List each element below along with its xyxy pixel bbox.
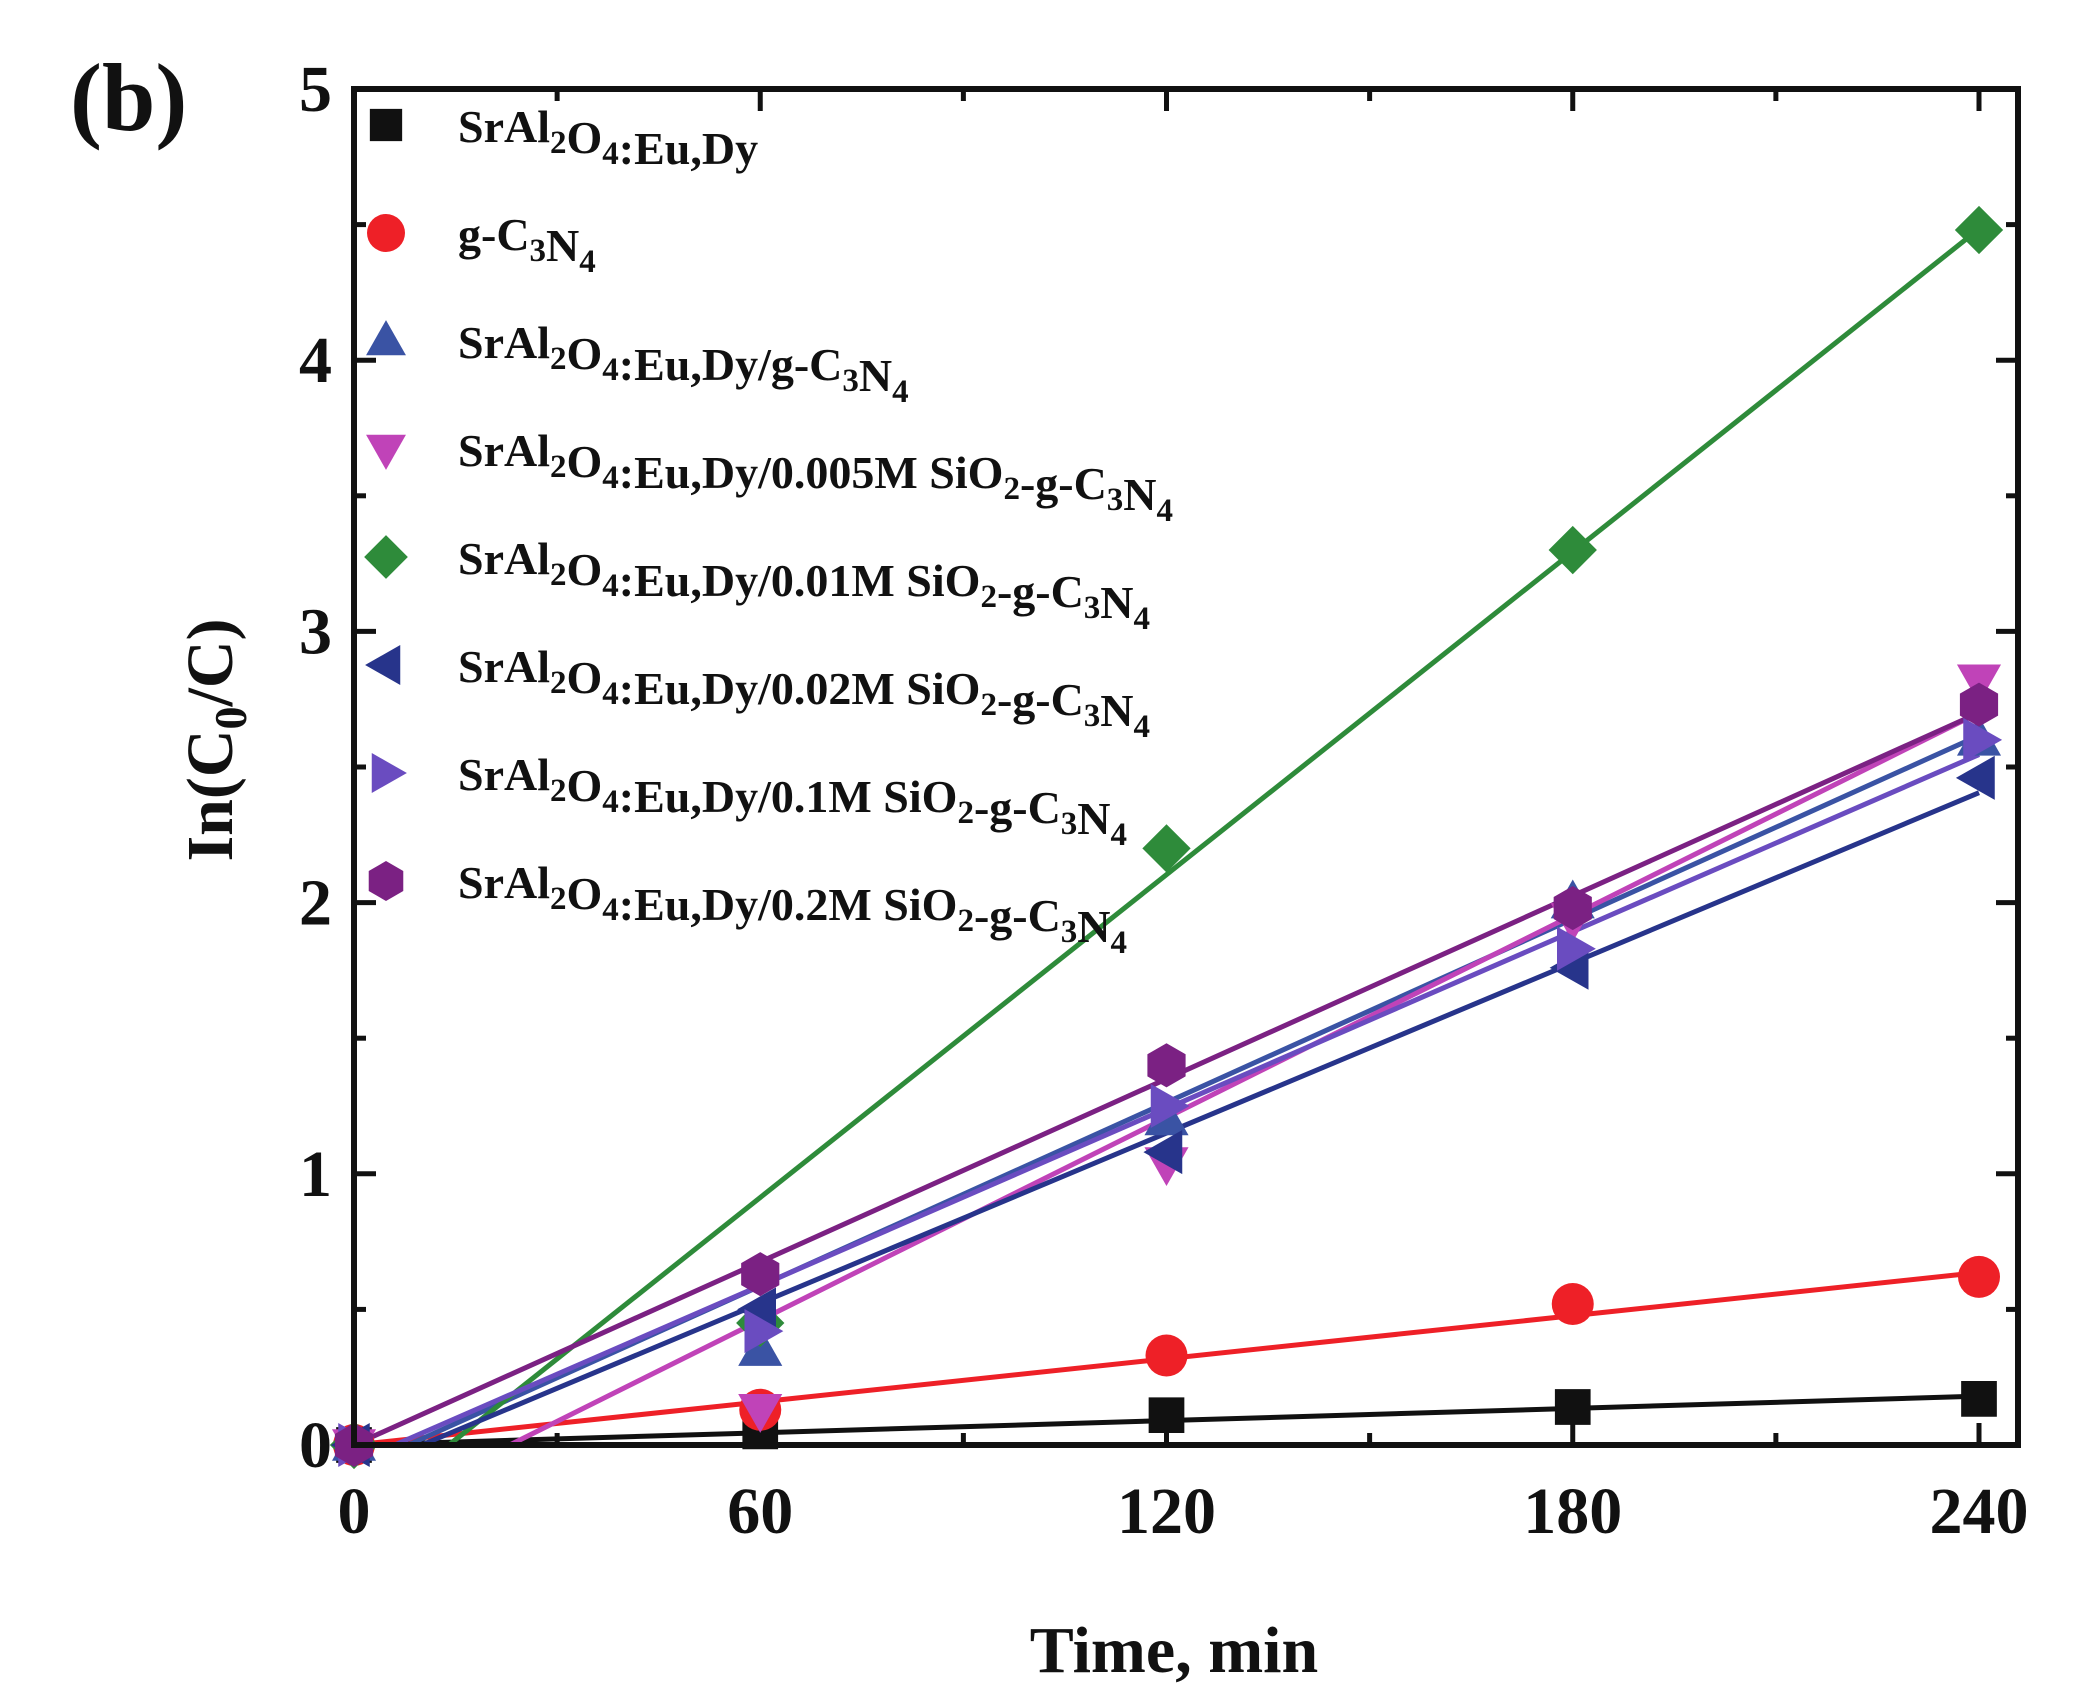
plot-frame (351, 86, 2021, 1448)
y-axis-label: In(C0/C) (174, 618, 256, 861)
point-series-1 (1551, 1282, 1594, 1325)
point-series-6 (744, 1309, 784, 1354)
y-axis-label-main: In(C (174, 729, 247, 861)
legend: SrAl2O4:Eu,Dy g-C3N4 SrAl2O4:Eu,Dy/g-C3N4 S… (364, 101, 1173, 961)
y-tick-label: 4 (299, 324, 332, 397)
point-series-7 (741, 1252, 780, 1297)
point-series-1 (1958, 1255, 2000, 1298)
point-series-4 (1548, 525, 1597, 575)
panel-label: (b) (70, 44, 187, 151)
svg-text:In(C0/C): In(C0/C) (174, 618, 256, 861)
fit-line-series-6 (393, 752, 1980, 1448)
data-points (329, 205, 2004, 1470)
fit-line-series-3 (508, 710, 1981, 1448)
legend-marker-0 (369, 108, 403, 142)
point-series-7 (1553, 885, 1592, 931)
point-series-5 (1143, 1130, 1183, 1175)
point-series-4 (1954, 205, 2004, 255)
y-tick-label: 1 (299, 1138, 332, 1211)
y-tick-label: 3 (299, 595, 332, 668)
y-tick-label: 2 (299, 867, 332, 940)
legend-marker-3 (366, 434, 406, 470)
point-series-0 (1148, 1397, 1185, 1434)
point-series-0 (1554, 1389, 1591, 1425)
legend-label-7: SrAl2O4:Eu,Dy/0.2M SiO2-g-C3N4 (458, 857, 1127, 961)
x-tick-label: 240 (1930, 1475, 2029, 1548)
legend-label-2: SrAl2O4:Eu,Dy/g-C3N4 (458, 317, 909, 410)
point-series-7 (1147, 1043, 1186, 1088)
y-tick-label: 5 (299, 53, 332, 126)
legend-label-5: SrAl2O4:Eu,Dy/0.02M SiO2-g-C3N4 (458, 641, 1150, 745)
legend-label-3: SrAl2O4:Eu,Dy/0.005M SiO2-g-C3N4 (458, 425, 1173, 529)
legend-marker-7 (368, 861, 404, 901)
legend-marker-2 (366, 320, 406, 356)
point-series-1 (1145, 1334, 1188, 1377)
y-axis-label-sub: 0 (205, 706, 256, 729)
axis-ticks: 0 60 120 180 240 0 1 2 3 4 5 (299, 53, 2029, 1548)
point-series-6 (1963, 717, 2003, 762)
fit-line-series-5 (420, 790, 1980, 1448)
point-series-5 (737, 1287, 776, 1332)
y-axis-label-tail: /C) (174, 618, 247, 707)
legend-label-6: SrAl2O4:Eu,Dy/0.1M SiO2-g-C3N4 (458, 749, 1127, 853)
point-series-4 (1142, 824, 1191, 873)
x-tick-label: 60 (727, 1475, 793, 1548)
fit-line-series-4 (447, 226, 1981, 1447)
point-series-3 (738, 1393, 783, 1433)
point-series-7 (1959, 682, 1999, 727)
legend-label-0: SrAl2O4:Eu,Dy (458, 101, 758, 174)
point-series-0 (1961, 1381, 1997, 1417)
point-series-6 (1150, 1083, 1190, 1129)
x-tick-label: 180 (1523, 1475, 1622, 1548)
point-series-6 (1557, 926, 1596, 971)
legend-marker-1 (367, 214, 405, 252)
x-axis-label: Time, min (1030, 1614, 1318, 1687)
legend-marker-4 (364, 535, 408, 579)
legend-label-4: SrAl2O4:Eu,Dy/0.01M SiO2-g-C3N4 (458, 533, 1150, 637)
x-tick-label: 120 (1117, 1475, 1216, 1548)
point-series-5 (1955, 755, 1995, 800)
legend-marker-5 (365, 645, 401, 685)
y-tick-label: 0 (299, 1409, 332, 1482)
legend-label-1: g-C3N4 (458, 209, 596, 280)
x-tick-label: 0 (338, 1475, 371, 1548)
legend-marker-6 (371, 753, 407, 793)
